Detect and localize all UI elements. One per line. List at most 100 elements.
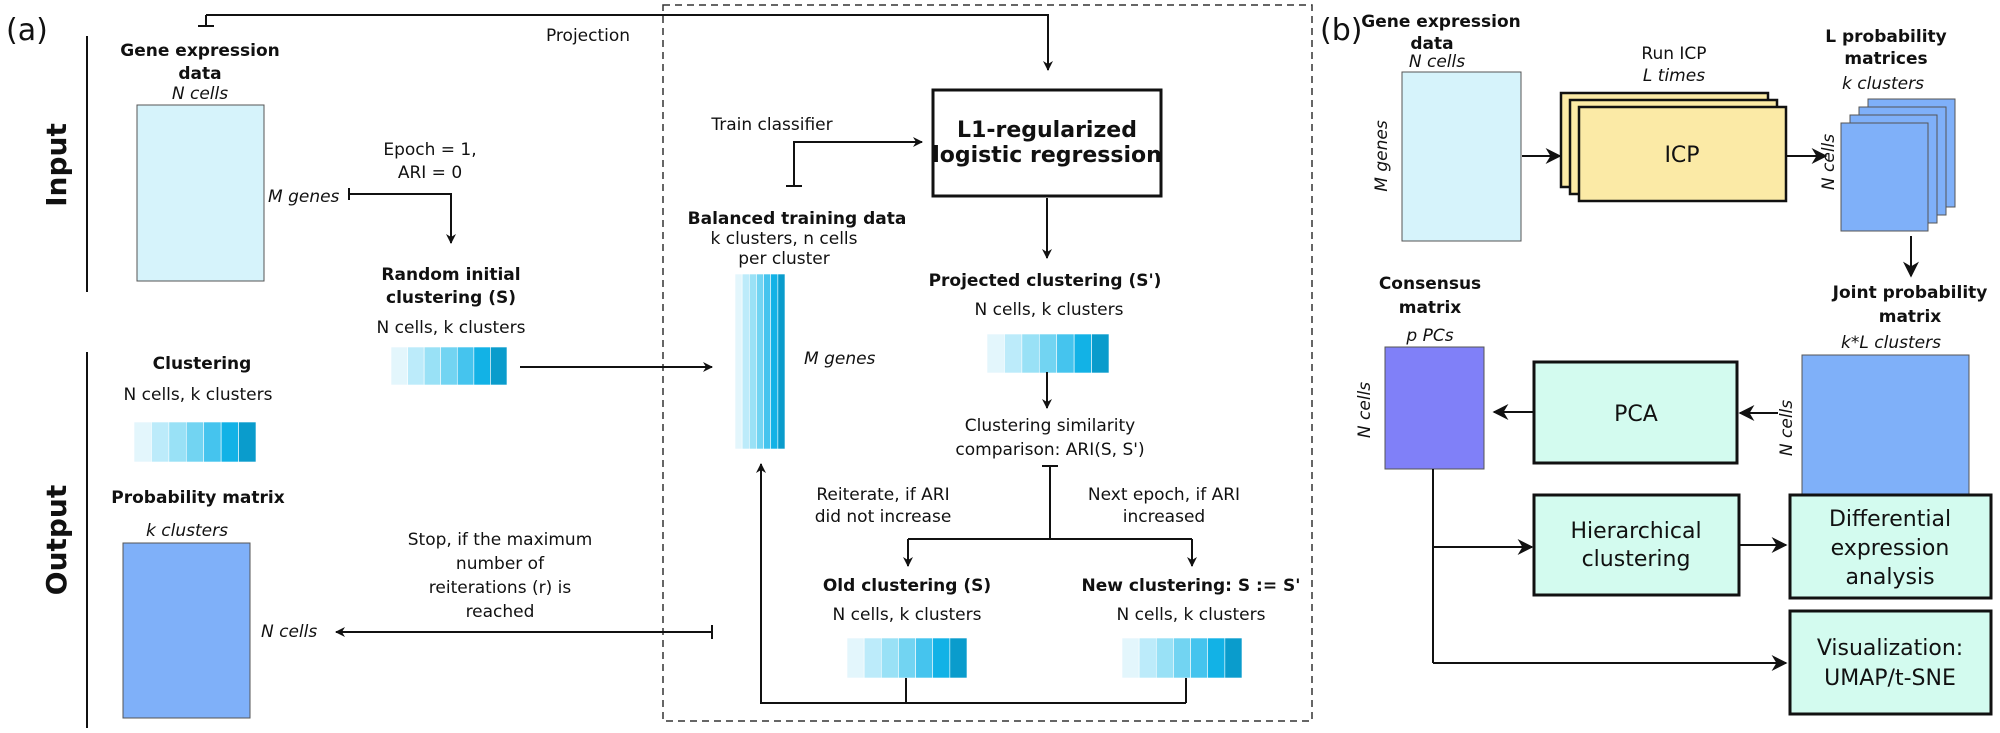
- gene-expr-title-2: data: [178, 64, 221, 84]
- next-epoch-label-1: Next epoch, if ARI: [1088, 485, 1240, 505]
- old-clustering-sub: N cells, k clusters: [833, 605, 982, 625]
- icp-label: ICP: [1664, 143, 1699, 168]
- output-clustering-title: Clustering: [153, 354, 252, 374]
- strip-cell: [1224, 637, 1243, 679]
- b-gene-expression-matrix: [1401, 71, 1522, 242]
- strip-cell: [185, 421, 205, 463]
- projection-label: Projection: [546, 26, 630, 46]
- strip-cell: [741, 273, 750, 450]
- strip-cell: [846, 637, 865, 679]
- new-clustering-strip: [1121, 637, 1243, 679]
- strip-cell: [756, 273, 764, 450]
- gene-expr-mgenes: M genes: [268, 187, 340, 207]
- strip-cell: [456, 346, 475, 386]
- random-clustering-strip: [390, 346, 508, 386]
- balanced-training-strip: [734, 273, 786, 450]
- strip-cell: [1021, 333, 1040, 374]
- new-clustering-sub: N cells, k clusters: [1117, 605, 1266, 625]
- gene-expr-title: Gene expression: [120, 41, 279, 61]
- train-classifier-label: Train classifier: [710, 115, 832, 135]
- ari-zero-label: ARI = 0: [398, 163, 462, 183]
- stop-label-2: number of: [456, 554, 545, 574]
- b-gene-expr-title: Gene expression: [1361, 12, 1520, 32]
- strip-cell: [898, 637, 916, 679]
- strip-cell: [238, 421, 257, 463]
- consensus-ppcs: p PCs: [1405, 326, 1453, 346]
- pca-box: [1532, 360, 1739, 465]
- strip-cell: [490, 346, 508, 386]
- hierarchical-box: [1532, 493, 1741, 597]
- hier-label-1: Hierarchical: [1570, 519, 1701, 544]
- joint-klclusters: k*L clusters: [1841, 333, 1941, 353]
- strip-cell: [440, 346, 458, 386]
- l1-label-2: logistic regression: [932, 143, 1162, 168]
- strip-cell: [915, 637, 934, 679]
- random-clustering-sub: N cells, k clusters: [377, 318, 526, 338]
- reiterate-label-1: Reiterate, if ARI: [816, 485, 949, 505]
- consensus-ncells: N cells: [1355, 382, 1375, 438]
- epoch-arrow: [349, 193, 456, 244]
- strip-cell: [1190, 637, 1209, 679]
- balanced-sub-2: per cluster: [738, 249, 829, 269]
- projection-arrow: [206, 14, 1053, 71]
- strip-cell: [763, 273, 772, 450]
- strip-cell: [151, 421, 170, 463]
- strip-cell: [777, 273, 786, 450]
- output-clustering-strip: [133, 421, 257, 463]
- vis-label-1: Visualization:: [1817, 636, 1963, 661]
- process-region: [662, 4, 1313, 722]
- prob-matrix-ncells: N cells: [261, 622, 317, 642]
- strip-cell: [1056, 333, 1075, 374]
- prob-matrix-title: Probability matrix: [111, 488, 284, 508]
- old-clustering-strip: [846, 637, 968, 679]
- strip-cell: [203, 421, 222, 463]
- next-epoch-label-2: increased: [1123, 507, 1205, 527]
- reiterate-label-2: did not increase: [815, 507, 952, 527]
- strip-cell: [220, 421, 239, 463]
- probability-matrix: [122, 542, 251, 719]
- strip-cell: [1138, 637, 1157, 679]
- joint-ncells: N cells: [1777, 400, 1797, 456]
- gene-expression-matrix: [136, 104, 265, 282]
- strip-cell: [1173, 637, 1191, 679]
- consensus-matrix: [1384, 346, 1485, 470]
- balanced-mgenes: M genes: [804, 349, 876, 369]
- icp-box-front: [1577, 105, 1788, 203]
- strip-cell: [133, 421, 152, 463]
- consensus-title-2: matrix: [1399, 298, 1462, 318]
- diff-label-1: Differential: [1829, 507, 1951, 532]
- l1-regression-box: [931, 88, 1163, 198]
- b-gene-expr-ncells: N cells: [1409, 52, 1465, 72]
- stop-label-3: reiterations (r) is: [429, 578, 572, 598]
- l-prob-title-2: matrices: [1844, 49, 1927, 69]
- strip-cell: [863, 637, 882, 679]
- strip-cell: [1207, 637, 1226, 679]
- b-gene-expr-title-2: data: [1410, 34, 1453, 54]
- epoch-label: Epoch = 1,: [383, 140, 476, 160]
- strip-cell: [748, 273, 757, 450]
- random-clustering-title-2: clustering (S): [386, 288, 516, 308]
- strip-cell: [1004, 333, 1023, 374]
- joint-title-1: Joint probability: [1832, 283, 1988, 303]
- b-gene-expr-mgenes: M genes: [1372, 120, 1392, 192]
- similarity-label-1: Clustering similarity: [965, 416, 1135, 436]
- train-arrow: [793, 137, 923, 186]
- differential-expression-box: [1788, 493, 1993, 600]
- consensus-title-1: Consensus: [1379, 274, 1481, 294]
- prob-matrix-kclusters: k clusters: [146, 521, 228, 541]
- joint-probability-matrix: [1801, 354, 1970, 522]
- l-prob-ncells: N cells: [1819, 134, 1839, 190]
- strip-cell: [1155, 637, 1174, 679]
- strip-cell: [1073, 333, 1092, 374]
- balanced-sub-1: k clusters, n cells: [710, 229, 857, 249]
- panel-a-label: (a): [6, 13, 48, 48]
- strip-cell: [1121, 637, 1140, 679]
- l1-label-1: L1-regularized: [957, 118, 1137, 143]
- balanced-title: Balanced training data: [688, 209, 907, 229]
- strip-cell: [880, 637, 899, 679]
- l-prob-title-1: L probability: [1825, 27, 1946, 47]
- diff-label-2: expression: [1831, 536, 1950, 561]
- stop-label-1: Stop, if the maximum: [408, 530, 593, 550]
- projected-clustering-strip: [986, 333, 1110, 374]
